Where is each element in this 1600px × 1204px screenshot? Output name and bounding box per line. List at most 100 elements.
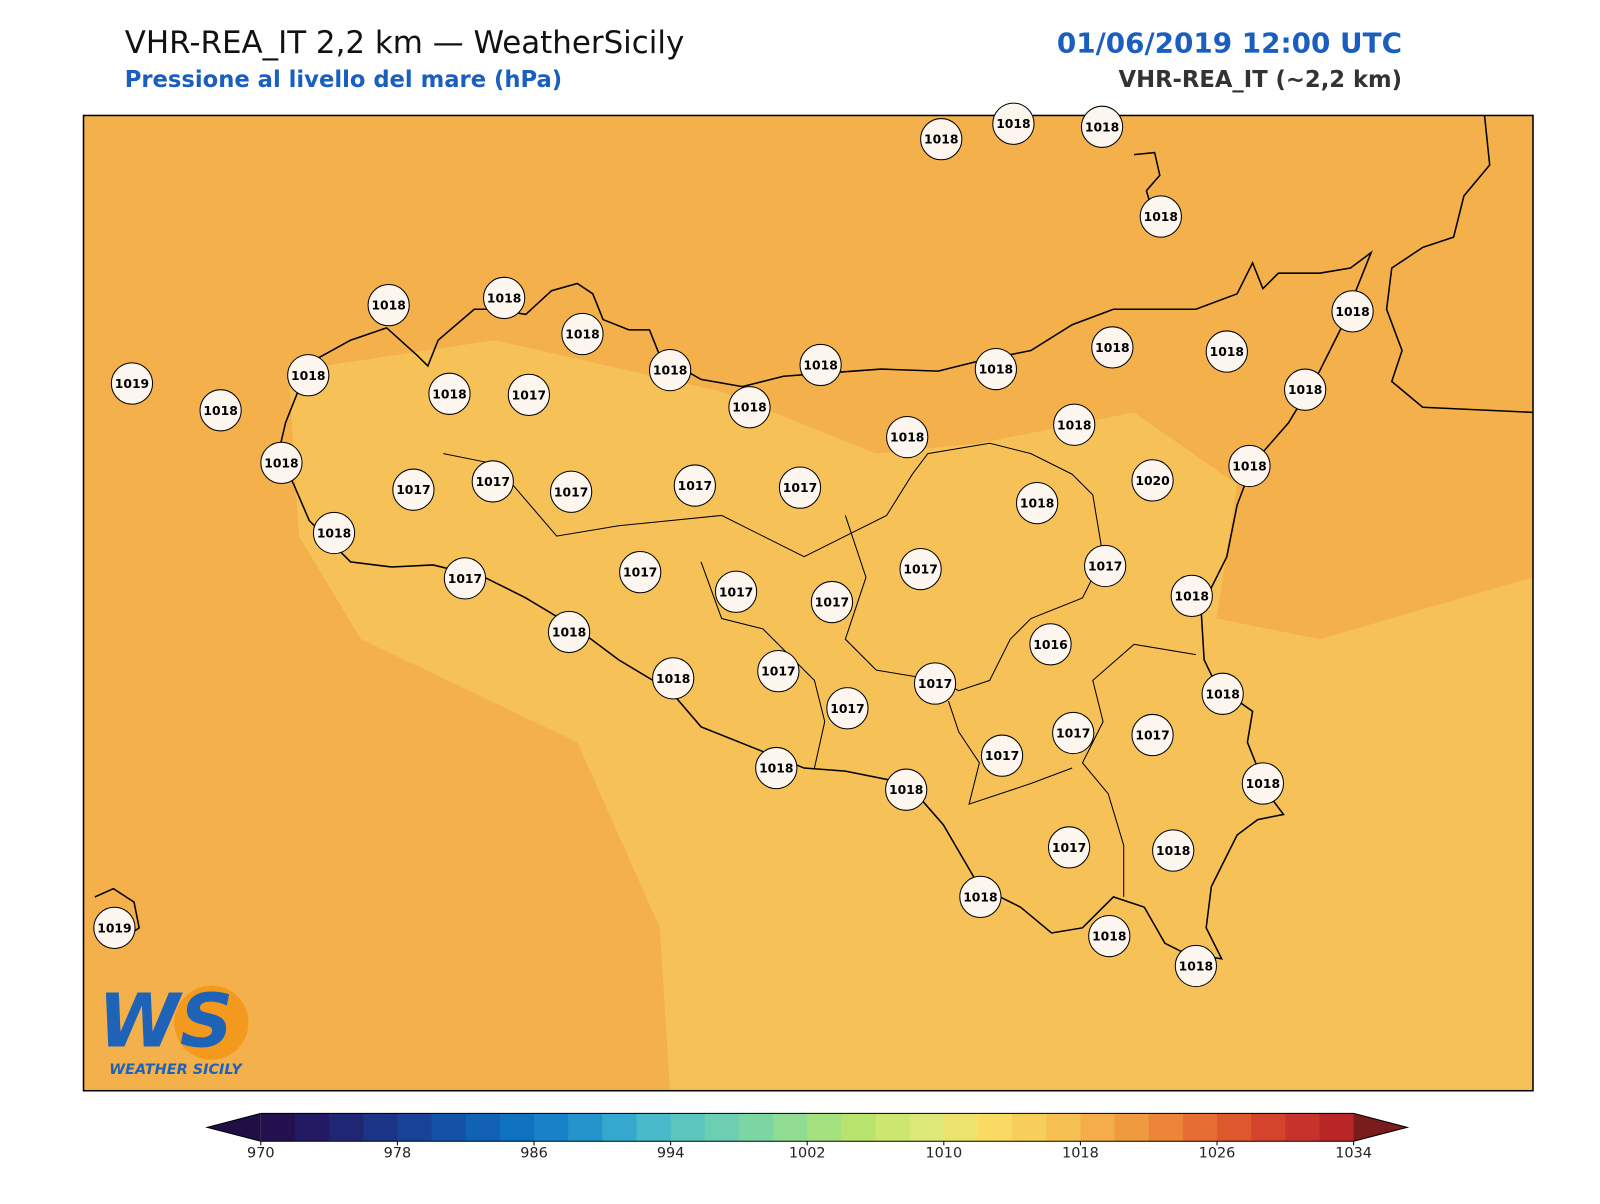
- station-marker: [287, 354, 330, 397]
- colorbar-cell: [704, 1113, 740, 1142]
- station-marker: [549, 470, 593, 513]
- colorbar-cell: [397, 1113, 433, 1142]
- colorbar-cell: [1046, 1113, 1081, 1142]
- colorbar-cell: [841, 1113, 877, 1142]
- colorbar-cell: [773, 1113, 808, 1142]
- logo: WS WEATHER SICILY: [98, 977, 249, 1078]
- colorbar-cell: [670, 1113, 706, 1142]
- station-marker: [482, 276, 526, 320]
- station-marker: [1029, 623, 1072, 666]
- colorbar-cell: [465, 1113, 501, 1142]
- station-value: 1017: [918, 677, 952, 691]
- station-marker: [1241, 762, 1285, 805]
- station-value: 1018: [432, 387, 466, 401]
- station-marker: [1170, 574, 1213, 618]
- station-value: 1017: [783, 481, 817, 495]
- colorbar-cell: [602, 1113, 637, 1142]
- colorbar-cell: [294, 1113, 330, 1142]
- station-marker: [778, 466, 822, 509]
- station-marker: [1228, 444, 1271, 488]
- colorbar-cell: [1080, 1113, 1116, 1142]
- station-marker: [1139, 195, 1182, 238]
- colorbar-tick-label: 978: [384, 1146, 412, 1162]
- station-marker: [561, 312, 604, 356]
- station-marker: [471, 460, 514, 503]
- province-border: [1081, 643, 1196, 897]
- station-marker: [757, 649, 800, 693]
- colorbar-cell: [1285, 1113, 1320, 1142]
- station-marker: [826, 687, 869, 730]
- station-marker: [648, 348, 692, 392]
- colorbar-cell: [1182, 1113, 1218, 1142]
- station-value: 1018: [1144, 210, 1178, 224]
- station-value: 1016: [1033, 638, 1067, 652]
- station-marker: [1284, 368, 1327, 411]
- subtitle: Pressione al livello del mare (hPa): [125, 67, 562, 93]
- station-value: 1018: [1232, 460, 1266, 474]
- colorbar-cell: [875, 1113, 911, 1142]
- station-value: 1017: [719, 585, 753, 599]
- station-marker: [392, 468, 435, 511]
- station-value: 1017: [761, 665, 795, 679]
- station-value: 1019: [115, 377, 149, 391]
- station-value: 1018: [1210, 345, 1244, 359]
- colorbar-tick-label: 1026: [1199, 1146, 1236, 1162]
- colorbar-cell: [260, 1113, 296, 1142]
- station-value: 1018: [1288, 383, 1322, 397]
- station-marker: [1080, 105, 1124, 148]
- station-marker: [899, 547, 942, 591]
- colorbar-cell: [499, 1113, 535, 1142]
- station-value: 1018: [1057, 418, 1091, 432]
- station-value: 1017: [512, 388, 546, 402]
- station-marker: [199, 389, 242, 432]
- station-value: 1018: [291, 369, 325, 383]
- station-marker: [1088, 914, 1131, 958]
- coastline: [1133, 151, 1161, 202]
- colorbar-cell: [431, 1113, 467, 1142]
- station-value: 1018: [1179, 960, 1213, 974]
- date: 01/06/2019 12:00 UTC: [1057, 26, 1402, 59]
- colorbar-tick-label: 970: [247, 1146, 275, 1162]
- colorbar: 970 978 986 994 1002 1010 1018 1026 1034: [205, 1112, 1410, 1162]
- colorbar-tick-label: 1018: [1062, 1146, 1099, 1162]
- colorbar-cell: [1319, 1113, 1355, 1142]
- colorbar-cell: [1217, 1113, 1252, 1142]
- logo-mark: WS: [98, 977, 233, 1064]
- colorbar-cell: [636, 1113, 672, 1142]
- station-value: 1017: [1135, 729, 1169, 743]
- station-value: 1018: [1156, 844, 1190, 858]
- station-marker: [980, 734, 1024, 777]
- colorbar-cell: [329, 1113, 364, 1142]
- station-value: 1017: [1088, 560, 1122, 574]
- station-marker: [1174, 944, 1218, 988]
- station-value: 1018: [653, 364, 687, 378]
- station-value: 1017: [903, 563, 937, 577]
- station-value: 1017: [448, 572, 482, 586]
- station-marker: [1201, 672, 1244, 715]
- colorbar-extend-under: [207, 1113, 261, 1142]
- station-marker: [885, 768, 928, 811]
- station-value: 1018: [371, 299, 405, 313]
- station-value: 1018: [996, 117, 1030, 131]
- station-value: 1018: [203, 404, 237, 418]
- colorbar-cell: [1251, 1113, 1286, 1142]
- station-value: 1017: [1052, 841, 1086, 855]
- station-marker: [1131, 713, 1174, 757]
- logo-text: WEATHER SICILY: [109, 1062, 243, 1078]
- colorbar-extend-over: [1353, 1113, 1408, 1142]
- station-value: 1018: [264, 456, 298, 470]
- station-value: 1020: [1135, 474, 1170, 488]
- title: VHR-REA_IT 2,2 km — WeatherSicily: [125, 25, 685, 61]
- colorbar-cell: [738, 1113, 774, 1142]
- station-value: 1017: [678, 479, 712, 493]
- station-marker: [1015, 481, 1059, 525]
- station-marker: [755, 746, 798, 790]
- station-marker: [714, 570, 758, 613]
- station-marker: [428, 372, 471, 415]
- station-marker: [886, 415, 929, 459]
- station-value: 1017: [1056, 727, 1090, 741]
- colorbar-cell: [363, 1113, 398, 1142]
- colorbar-tick-label: 986: [520, 1146, 548, 1162]
- station-value: 1018: [1246, 777, 1280, 791]
